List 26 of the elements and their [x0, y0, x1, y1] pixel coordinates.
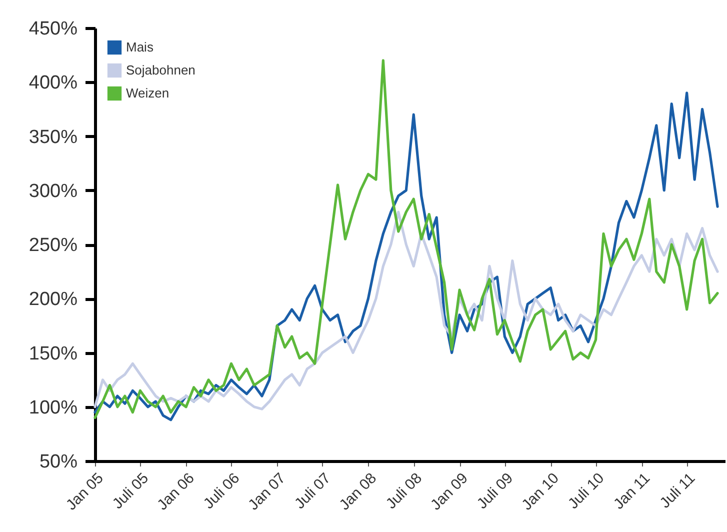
x-tick-label: Jan 07 — [245, 470, 289, 514]
y-tick-label: 200% — [28, 289, 78, 310]
y-tick-label: 300% — [28, 180, 78, 202]
x-tick-label: Jan 10 — [518, 470, 562, 514]
x-tick-label: Jan 05 — [62, 470, 107, 514]
x-tick-label: Jan 06 — [154, 470, 198, 514]
y-tick-label: 350% — [28, 126, 78, 148]
legend-label: Weizen — [126, 86, 170, 100]
x-tick-label: Juli 10 — [564, 470, 608, 512]
x-tick-label: Juli 07 — [291, 470, 334, 512]
x-tick-label: Juli 06 — [200, 470, 244, 512]
x-tick-label: Juli 08 — [382, 470, 426, 512]
x-tick-label: Jan 11 — [610, 470, 654, 513]
x-tick-label: Jan 09 — [427, 470, 472, 514]
y-tick-label: 400% — [28, 72, 78, 94]
y-tick-label: 100% — [28, 397, 78, 418]
y-tick-label: 50% — [39, 452, 78, 472]
x-tick-label: Jan 08 — [336, 470, 380, 514]
legend-label: Sojabohnen — [126, 62, 196, 78]
legend-label: Mais — [126, 40, 154, 54]
x-tick-label: Juli 05 — [109, 470, 152, 512]
x-tick-label: Juli 11 — [656, 470, 699, 512]
y-tick-label: 450% — [28, 18, 78, 40]
y-tick-label: 250% — [28, 235, 78, 256]
x-tick-label: Juli 09 — [474, 470, 516, 512]
y-tick-label: 150% — [28, 343, 78, 364]
